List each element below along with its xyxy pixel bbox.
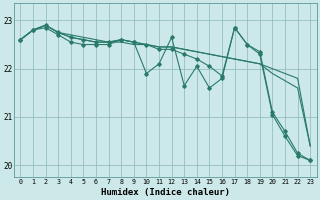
X-axis label: Humidex (Indice chaleur): Humidex (Indice chaleur) xyxy=(101,188,230,197)
